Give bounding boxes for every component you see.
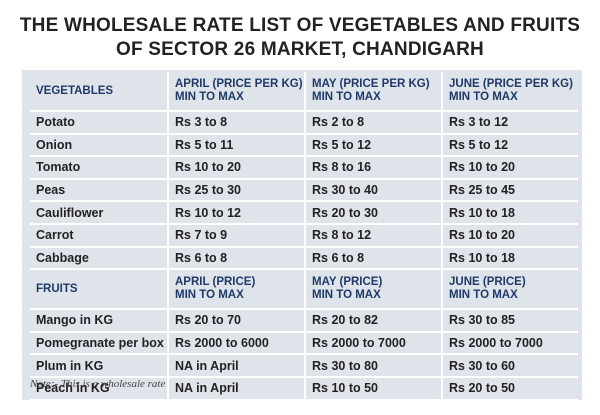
may-rate-cell: Rs 30 to 80 — [304, 354, 442, 377]
table-row: Peach in KG NA in April Rs 10 to 50 Rs 20 t… — [30, 376, 578, 400]
june-rate-cell: Rs 30 to 85 — [441, 309, 578, 332]
header-line: MIN TO MAX — [312, 91, 381, 103]
item-name-cell: Peas — [36, 183, 66, 198]
april-rate-cell: NA in April — [167, 376, 305, 400]
header-line: MIN TO MAX — [449, 91, 518, 103]
may-rate-cell: Rs 20 to 82 — [304, 309, 442, 332]
april-rate-cell: Rs 7 to 9 — [167, 223, 305, 247]
april-rate-cell: Rs 5 to 11 — [167, 133, 305, 157]
may-rate-cell: Rs 8 to 12 — [304, 223, 442, 247]
header-line: MAY (PRICE PER KG) — [312, 78, 430, 90]
table-row: Plum in KG NA in April Rs 30 to 80 Rs 30 to… — [30, 354, 578, 377]
may-rate-cell: Rs 2000 to 7000 — [304, 331, 442, 355]
vegetables-header-april: APRIL (PRICE PER KG) MIN TO MAX — [167, 72, 305, 111]
june-rate-cell: Rs 10 to 18 — [441, 201, 578, 224]
item-name-cell: Potato — [36, 115, 75, 130]
vegetables-section: VEGETABLES APRIL (PRICE PER KG) MIN TO M… — [30, 72, 578, 270]
april-rate-cell: Rs 3 to 8 — [167, 111, 305, 134]
fruits-header-june: JUNE (PRICE) MIN TO MAX — [441, 269, 578, 310]
vegetables-header-label: VEGETABLES — [36, 84, 114, 97]
vegetables-header-may: MAY (PRICE PER KG) MIN TO MAX — [304, 72, 442, 111]
fruits-header-label: FRUITS — [36, 282, 78, 295]
june-rate-cell: Rs 25 to 45 — [441, 178, 578, 202]
table-row: Peas Rs 25 to 30 Rs 30 to 40 Rs 25 to 45 — [30, 178, 578, 202]
item-name-cell: Carrot — [36, 228, 74, 243]
header-line: APRIL (PRICE) — [175, 276, 256, 289]
item-name-cell: Onion — [36, 137, 73, 152]
item-name-cell: Peach in KG — [36, 381, 110, 396]
table-row: Potato Rs 3 to 8 Rs 2 to 8 Rs 3 to 12 — [30, 111, 578, 134]
april-rate-cell: Rs 6 to 8 — [167, 246, 305, 270]
item-name-cell: Tomato — [36, 160, 81, 175]
june-rate-cell: Rs 10 to 20 — [441, 223, 578, 247]
header-line: MIN TO MAX — [175, 289, 244, 302]
footnote: Note:- This is a wholesale rate — [30, 378, 166, 390]
item-name-cell: Cauliflower — [36, 205, 104, 220]
june-rate-cell: Rs 3 to 12 — [441, 111, 578, 134]
header-line: MIN TO MAX — [175, 91, 244, 103]
fruits-header-may: MAY (PRICE) MIN TO MAX — [304, 269, 442, 310]
vegetables-header-row: VEGETABLES APRIL (PRICE PER KG) MIN TO M… — [30, 72, 578, 111]
table-row: Onion Rs 5 to 11 Rs 5 to 12 Rs 5 to 12 — [30, 133, 578, 157]
header-line: APRIL (PRICE PER KG) — [175, 78, 303, 90]
june-rate-cell: Rs 20 to 50 — [441, 376, 578, 400]
may-rate-cell: Rs 5 to 12 — [304, 133, 442, 157]
may-rate-cell: Rs 20 to 30 — [304, 201, 442, 224]
fruits-header-row: FRUITS APRIL (PRICE) MIN TO MAX MAY (PRI… — [30, 269, 578, 310]
header-line: MAY (PRICE) — [312, 276, 383, 289]
june-rate-cell: Rs 5 to 12 — [441, 133, 578, 157]
june-rate-cell: Rs 10 to 20 — [441, 156, 578, 179]
item-name-cell: Mango in KG — [36, 313, 114, 328]
header-line: JUNE (PRICE PER KG) — [449, 78, 573, 90]
header-line: MIN TO MAX — [312, 289, 381, 302]
header-line: MIN TO MAX — [449, 289, 518, 302]
title-line-1: THE WHOLESALE RATE LIST OF VEGETABLES AN… — [19, 15, 581, 36]
header-line: JUNE (PRICE) — [449, 276, 526, 289]
april-rate-cell: NA in April — [167, 354, 305, 377]
fruits-section: FRUITS APRIL (PRICE) MIN TO MAX MAY (PRI… — [30, 269, 578, 400]
june-rate-cell: Rs 10 to 18 — [441, 246, 578, 270]
april-rate-cell: Rs 10 to 20 — [167, 156, 305, 179]
april-rate-cell: Rs 2000 to 6000 — [167, 331, 305, 355]
april-rate-cell: Rs 25 to 30 — [167, 178, 305, 202]
table-row: Pomegranate per box Rs 2000 to 6000 Rs 200… — [30, 331, 578, 355]
may-rate-cell: Rs 10 to 50 — [304, 376, 442, 400]
rate-table: VEGETABLES APRIL (PRICE PER KG) MIN TO M… — [30, 72, 578, 401]
june-rate-cell: Rs 30 to 60 — [441, 354, 578, 377]
june-rate-cell: Rs 2000 to 7000 — [441, 331, 578, 355]
item-name-cell: Pomegranate per box — [36, 336, 164, 351]
table-row: Mango in KG Rs 20 to 70 Rs 20 to 82 Rs 30 t… — [30, 309, 578, 332]
fruits-header-april: APRIL (PRICE) MIN TO MAX — [167, 269, 305, 310]
table-row: Cauliflower Rs 10 to 12 Rs 20 to 30 Rs 10 t… — [30, 201, 578, 224]
table-row: Tomato Rs 10 to 20 Rs 8 to 16 Rs 10 to 20 — [30, 156, 578, 179]
vegetables-header-june: JUNE (PRICE PER KG) MIN TO MAX — [441, 72, 578, 111]
april-rate-cell: Rs 20 to 70 — [167, 309, 305, 332]
may-rate-cell: Rs 30 to 40 — [304, 178, 442, 202]
may-rate-cell: Rs 8 to 16 — [304, 156, 442, 179]
may-rate-cell: Rs 6 to 8 — [304, 246, 442, 270]
table-row: Carrot Rs 7 to 9 Rs 8 to 12 Rs 10 to 20 — [30, 223, 578, 247]
april-rate-cell: Rs 10 to 12 — [167, 201, 305, 224]
item-name-cell: Cabbage — [36, 250, 89, 265]
item-name-cell: Plum in KG — [36, 358, 104, 373]
table-row: Cabbage Rs 6 to 8 Rs 6 to 8 Rs 10 to 18 — [30, 246, 578, 270]
page-title: THE WHOLESALE RATE LIST OF VEGETABLES AN… — [0, 14, 600, 62]
title-line-2: OF SECTOR 26 MARKET, CHANDIGARH — [116, 39, 484, 60]
may-rate-cell: Rs 2 to 8 — [304, 111, 442, 134]
